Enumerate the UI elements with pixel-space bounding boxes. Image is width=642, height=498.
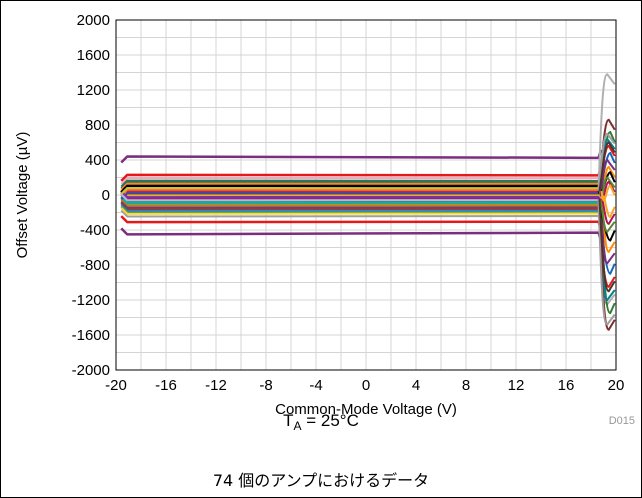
y-tick-labels: 2000 1600 1200 800 400 0 -400 -800 -1200 -1600 -20… [72,12,110,379]
series-lines [120,149,603,241]
series-line [120,149,603,164]
y-tick-label: 2000 [77,12,110,29]
x-tick-label: -16 [155,377,177,394]
x-tick-label: 8 [462,377,470,394]
ta-subscript: A [293,419,302,433]
y-axis-title: Offset Voltage (µV) [14,132,31,259]
ta-symbol: T [283,411,294,430]
plot-area-border [115,19,617,371]
x-tick-labels: -20 -16 -12 -8 -4 0 4 8 12 16 20 [105,377,624,394]
y-tick-label: -2000 [72,362,110,379]
y-tick-label: -800 [80,257,110,274]
x-axis-title: Common-Mode Voltage (V) [275,401,457,418]
figure-code: D015 [609,415,635,427]
x-tick-label: 0 [362,377,370,394]
tail-spike-upper [599,158,616,192]
sample-count-note: 74 個のアンプにおけるデータ [212,471,430,490]
ta-value: = 25°C [301,411,359,430]
x-tick-label: 16 [558,377,575,394]
y-tick-label: -1600 [72,327,110,344]
y-tick-label: -1200 [72,292,110,309]
series-line [120,215,603,231]
x-tick-label: 4 [412,377,420,394]
x-tick-label: 12 [508,377,525,394]
tail-spike-lower [597,198,616,326]
x-tick-label: -20 [105,377,127,394]
temperature-condition: TA = 25°C [0,411,642,433]
tail-spike-upper [597,73,616,192]
y-tick-label: 800 [85,117,110,134]
y-tick-label: -400 [80,222,110,239]
tail-spike-upper [597,132,616,192]
y-tick-label: 1600 [77,47,110,64]
x-tick-label: -8 [259,377,272,394]
x-tick-label: -12 [205,377,227,394]
tail-spike-upper [598,141,616,192]
tail-spike-lower [598,198,616,293]
tail-spike-lower [600,195,616,218]
y-tick-label: 400 [85,152,110,169]
y-tick-label: 0 [102,187,110,204]
x-tick-label: 20 [608,377,625,394]
tail-spike-lines [597,73,616,331]
y-tick-label: 1200 [77,82,110,99]
x-tick-label: -4 [309,377,322,394]
